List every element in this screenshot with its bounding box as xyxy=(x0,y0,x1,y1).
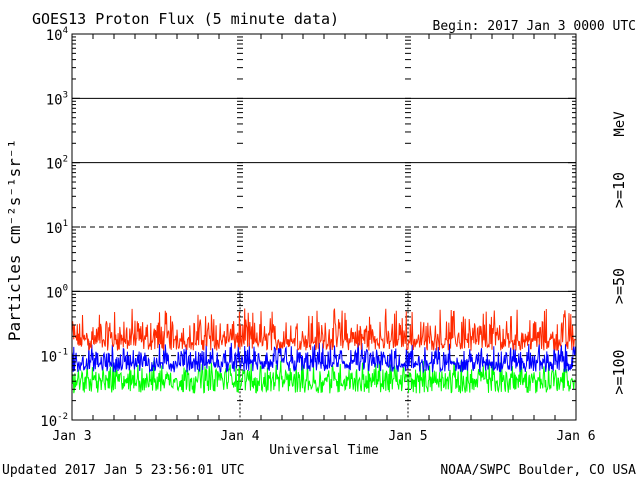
day-tick-marks xyxy=(237,36,411,421)
legend-series-10: >=10 xyxy=(610,172,628,208)
y-tick-label: 10-2 xyxy=(40,412,68,430)
chart-title: GOES13 Proton Flux (5 minute data) xyxy=(32,10,339,28)
begin-label: Begin: 2017 Jan 3 0000 UTC xyxy=(433,19,637,34)
x-tick-label: Jan 4 xyxy=(220,429,259,444)
y-tick-label: 101 xyxy=(46,219,68,237)
x-tick-label: Jan 3 xyxy=(52,429,91,444)
x-tick-label: Jan 6 xyxy=(556,429,595,444)
x-tick-label: Jan 5 xyxy=(388,429,427,444)
updated-timestamp: Updated 2017 Jan 5 23:56:01 UTC xyxy=(2,463,245,478)
legend-series-50: >=50 xyxy=(610,268,628,304)
y-tick-label: 102 xyxy=(46,155,68,173)
y-axis: 104 103 102 101 100 10-1 10-2 xyxy=(40,26,576,430)
y-axis-label: Particles cm⁻²s⁻¹sr⁻¹ xyxy=(5,139,24,341)
legend-series-100: >=100 xyxy=(610,349,628,394)
series-10-line xyxy=(72,308,576,351)
reference-lines xyxy=(72,97,576,357)
x-axis-label: Universal Time xyxy=(269,443,379,458)
x-axis: Jan 3 Jan 4 Jan 5 Jan 6 xyxy=(52,34,596,444)
y-tick-label: 100 xyxy=(46,283,68,301)
source-credit: NOAA/SWPC Boulder, CO USA xyxy=(440,463,636,478)
y-tick-label: 103 xyxy=(46,90,68,108)
series-50-line xyxy=(72,342,576,374)
y-tick-label: 10-1 xyxy=(40,348,68,366)
y-tick-label: 104 xyxy=(46,26,68,44)
legend-unit: MeV xyxy=(612,111,628,137)
